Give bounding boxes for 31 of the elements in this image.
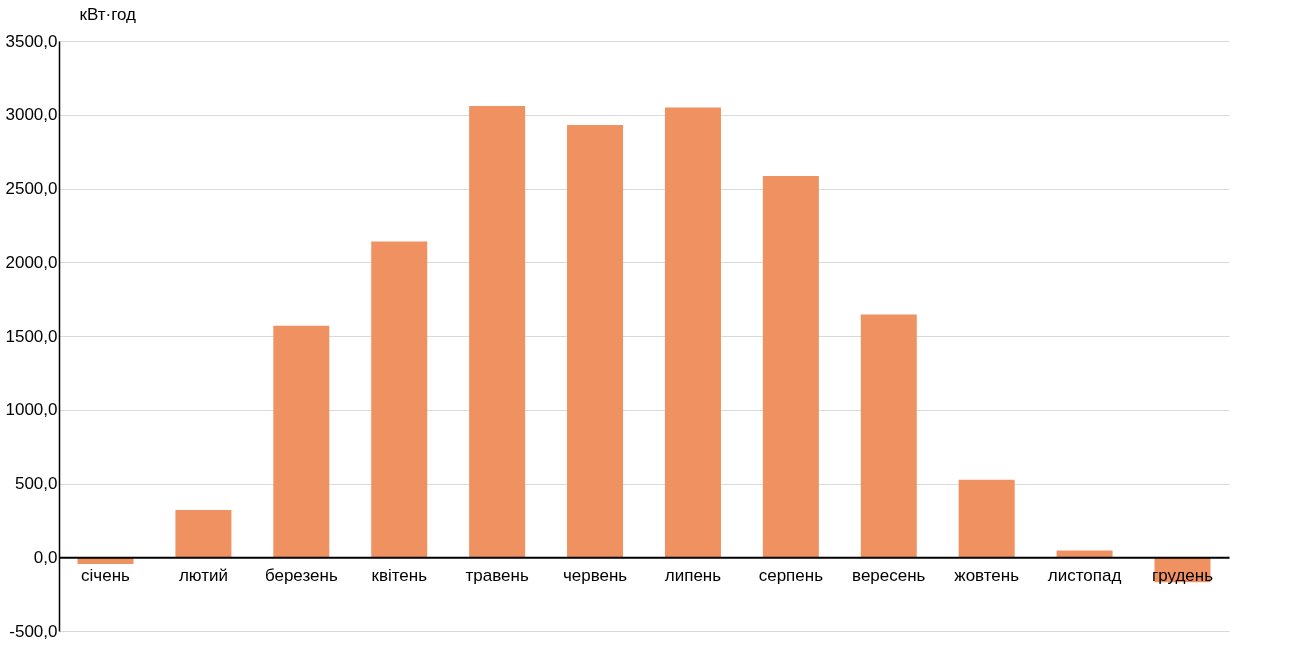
bar — [469, 105, 526, 558]
bar — [762, 175, 819, 558]
bar — [273, 325, 330, 558]
x-tick-label: травень — [465, 565, 529, 585]
bar — [860, 314, 917, 558]
x-tick-label: лютий — [178, 565, 228, 585]
y-tick-label: 3500,0 — [5, 31, 58, 51]
y-tick-label: 500,0 — [14, 474, 58, 493]
y-axis-title: кВт·год — [79, 4, 137, 24]
x-tick-label: листопад — [1047, 565, 1122, 585]
y-tick-label: 2500,0 — [5, 179, 58, 198]
x-tick-label: вересень — [852, 565, 926, 585]
bar — [567, 125, 624, 558]
x-tick-label: серпень — [758, 565, 824, 585]
bar — [175, 510, 232, 558]
bar — [1056, 550, 1113, 558]
y-tick-label: 0,0 — [33, 547, 58, 567]
x-tick-label: жовтень — [954, 565, 1020, 585]
x-tick-label: квітень — [371, 565, 428, 585]
bar — [371, 241, 428, 558]
y-tick-label: 1000,0 — [5, 400, 58, 420]
y-tick-label: 1500,0 — [5, 326, 58, 346]
x-tick-label: січень — [81, 565, 131, 585]
x-tick-label: червень — [562, 565, 628, 585]
x-tick-label: березень — [264, 565, 338, 585]
x-tick-label: липень — [664, 565, 722, 585]
y-tick-label: 3000,0 — [5, 105, 58, 125]
bar — [958, 479, 1015, 558]
bar — [664, 107, 721, 558]
y-tick-label: -500,0 — [9, 621, 58, 641]
y-tick-label: 2000,0 — [5, 252, 58, 272]
